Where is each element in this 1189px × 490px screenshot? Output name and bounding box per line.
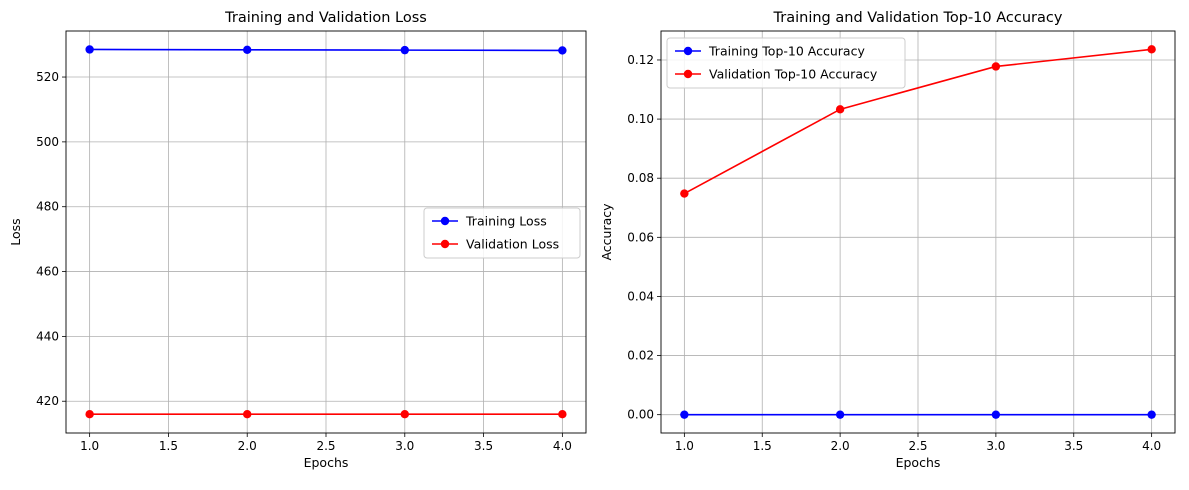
y-tick-label: 520	[36, 70, 59, 84]
y-tick-label: 460	[36, 265, 59, 279]
x-tick-label: 2.5	[908, 439, 927, 453]
data-point	[243, 409, 252, 419]
x-tick-label: 1.0	[675, 439, 694, 453]
x-tick-label: 4.0	[1142, 439, 1161, 453]
x-tick-label: 2.5	[316, 439, 335, 453]
y-tick-label: 0.12	[627, 53, 654, 67]
data-point	[680, 410, 689, 419]
chart-2: 1.0 1.5 2.0 2.5 3.0 3.5 4.0 0.00 0.02 0.04 0.06 0.0…	[599, 10, 1176, 470]
legend: Training Top-10 Accuracy Validation Top-1…	[666, 37, 906, 89]
x-axis-label: Epochs	[304, 455, 349, 470]
y-tick-label: 0.00	[627, 408, 654, 422]
x-tick-label: 2.0	[238, 439, 257, 453]
y-tick-label: 440	[36, 329, 59, 343]
chart-title: Training and Validation Top-10 Accuracy	[773, 10, 1063, 26]
y-tick-label: 420	[36, 394, 59, 408]
y-tick-label: 0.04	[627, 289, 654, 303]
y-tick-label: 0.08	[627, 171, 654, 185]
axes-frame	[660, 30, 1176, 434]
data-point	[85, 45, 94, 54]
y-tick-label: 480	[36, 200, 59, 214]
chart-1: 1.0 1.5 2.0 2.5 3.0 3.5 4.0 420 440 460 480 500 520 T…	[8, 10, 587, 470]
data-point	[991, 410, 1001, 419]
data-point	[558, 46, 567, 55]
x-axis-label: Epochs	[896, 455, 941, 470]
legend-marker	[683, 46, 693, 56]
series-line-1	[89, 48, 563, 52]
data-point	[1147, 45, 1156, 54]
series-line-2	[683, 48, 1152, 195]
data-point	[835, 105, 845, 114]
legend-label: Training Loss	[465, 214, 547, 229]
legend-label: Validation Top-10 Accuracy	[709, 67, 878, 82]
data-point	[400, 409, 409, 419]
x-tick-label: 3.5	[1064, 439, 1083, 453]
x-tick-label: 2.0	[831, 439, 850, 453]
chart-title: Training and Validation Loss	[224, 10, 427, 26]
y-axis-label: Loss	[8, 218, 23, 245]
y-axis-label: Accuracy	[599, 203, 614, 261]
data-point	[243, 45, 252, 55]
legend: Training Loss Validation Loss	[423, 207, 581, 259]
legend-marker	[440, 216, 450, 226]
data-point	[558, 409, 567, 419]
x-tick-label: 1.5	[753, 439, 772, 453]
x-tick-label: 1.5	[159, 439, 178, 453]
data-point	[835, 410, 845, 419]
data-point	[1147, 410, 1156, 419]
y-tick-label: 0.10	[627, 112, 654, 126]
legend-marker	[683, 69, 693, 79]
data-point	[85, 409, 94, 419]
legend-marker	[440, 239, 450, 249]
y-tick-label: 0.06	[627, 230, 654, 244]
x-tick-label: 3.5	[474, 439, 493, 453]
x-tick-label: 1.0	[80, 439, 99, 453]
data-point	[991, 62, 1001, 71]
y-tick-label: 0.02	[627, 349, 654, 363]
legend-box	[666, 37, 906, 89]
legend-label: Training Top-10 Accuracy	[708, 44, 865, 59]
x-tick-label: 3.0	[986, 439, 1005, 453]
x-tick-label: 3.0	[395, 439, 414, 453]
x-tick-label: 4.0	[553, 439, 572, 453]
y-tick-label: 500	[36, 135, 59, 149]
data-point	[400, 45, 409, 55]
legend-box	[423, 207, 581, 259]
legend-label: Validation Loss	[466, 237, 559, 252]
data-point	[680, 189, 689, 198]
axes-frame	[65, 30, 587, 434]
